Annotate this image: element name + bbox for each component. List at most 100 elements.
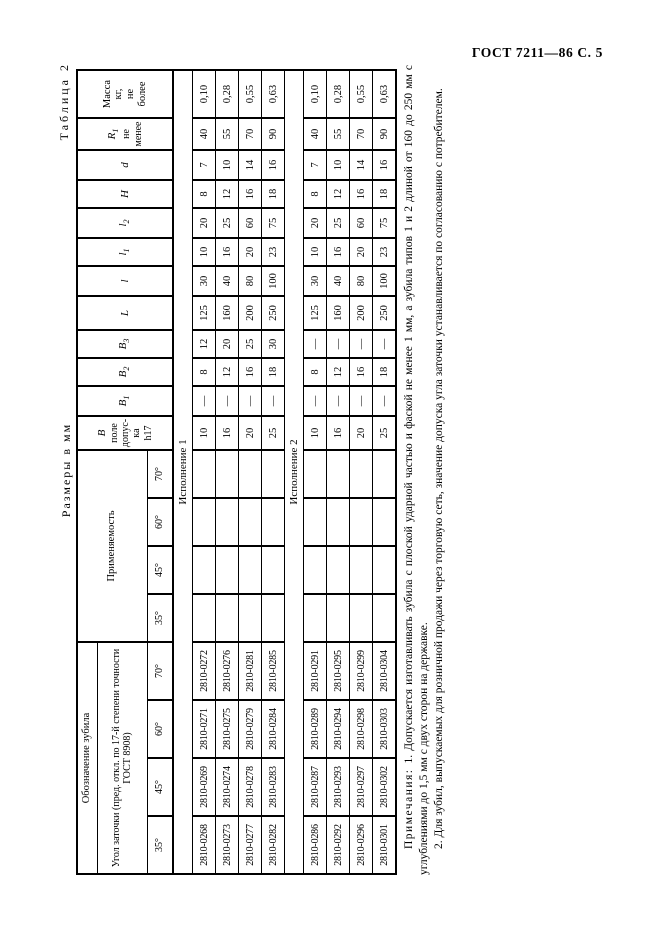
- table-row: 2810-0268 2810-0269 2810-0271 2810-0272 10—8…: [192, 70, 216, 874]
- designation-cell: 2810-0283: [261, 758, 285, 816]
- value-cell: 8: [303, 180, 327, 208]
- units-label: Размеры в мм: [59, 422, 73, 518]
- section-title: Исполнение 1: [173, 70, 193, 874]
- value-cell: 0,63: [372, 70, 396, 118]
- applicability-cell: [303, 546, 327, 594]
- applicability-angle-60: 60°: [147, 498, 173, 546]
- value-cell: 75: [261, 208, 285, 238]
- value-cell: 200: [349, 296, 373, 330]
- designation-cell: 2810-0295: [326, 642, 350, 700]
- applicability-cell: [215, 594, 239, 642]
- table-row: 2810-0296 2810-0297 2810-0298 2810-0299 20—1…: [349, 70, 373, 874]
- section-title: Исполнение 2: [284, 70, 304, 874]
- table-number-label: Таблица 2: [57, 62, 71, 141]
- value-cell: —: [349, 386, 373, 416]
- applicability-cell: [372, 546, 396, 594]
- value-cell: 0,10: [192, 70, 216, 118]
- value-cell: 18: [261, 358, 285, 386]
- value-cell: 10: [303, 416, 327, 450]
- table-row: 2810-0277 2810-0278 2810-0279 2810-0281 20—1…: [238, 70, 262, 874]
- value-cell: 20: [192, 208, 216, 238]
- applicability-cell: [261, 546, 285, 594]
- applicability-cell: [261, 450, 285, 498]
- value-cell: 12: [215, 180, 239, 208]
- applicability-cell: [238, 498, 262, 546]
- table-labels: Размеры в мм Таблица 2: [55, 60, 76, 880]
- designation-cell: 2810-0297: [349, 758, 373, 816]
- table-row: 2810-0286 2810-0287 2810-0289 2810-0291 10—8…: [303, 70, 327, 874]
- value-cell: —: [238, 386, 262, 416]
- value-cell: 0,55: [238, 70, 262, 118]
- value-cell: 20: [349, 238, 373, 266]
- value-cell: 160: [326, 296, 350, 330]
- value-cell: 18: [372, 180, 396, 208]
- value-cell: 200: [238, 296, 262, 330]
- value-cell: —: [372, 330, 396, 358]
- value-cell: —: [192, 386, 216, 416]
- table-row: 2810-0301 2810-0302 2810-0303 2810-0304 25—1…: [372, 70, 396, 874]
- value-cell: 0,28: [326, 70, 350, 118]
- value-cell: 12: [215, 358, 239, 386]
- col-mass: Масса кг, не более: [77, 70, 173, 118]
- designation-cell: 2810-0275: [215, 700, 239, 758]
- designation-angle-45: 45°: [147, 758, 173, 816]
- applicability-cell: [326, 546, 350, 594]
- value-cell: 30: [303, 266, 327, 296]
- value-cell: 90: [372, 118, 396, 150]
- value-cell: 0,10: [303, 70, 327, 118]
- value-cell: 18: [372, 358, 396, 386]
- designation-cell: 2810-0286: [303, 816, 327, 874]
- col-l: l: [77, 266, 173, 296]
- value-cell: 20: [238, 238, 262, 266]
- designation-cell: 2810-0296: [349, 816, 373, 874]
- col-l1: l1: [77, 238, 173, 266]
- col-L: L: [77, 296, 173, 330]
- value-cell: —: [303, 330, 327, 358]
- note-paragraph-2: 2. Для зубил, выпускаемых для розничной …: [432, 65, 447, 875]
- applicability-cell: [303, 450, 327, 498]
- applicability-cell: [261, 594, 285, 642]
- applicability-cell: [372, 450, 396, 498]
- value-cell: 100: [372, 266, 396, 296]
- col-b2: B2: [77, 358, 173, 386]
- designation-cell: 2810-0273: [215, 816, 239, 874]
- applicability-cell: [349, 498, 373, 546]
- value-cell: 70: [349, 118, 373, 150]
- col-group-designation: Обозначение зубила: [77, 642, 97, 874]
- table-body: Исполнение 1 2810-0268 2810-0269 2810-0271 2…: [173, 70, 396, 874]
- value-cell: 20: [303, 208, 327, 238]
- value-cell: 7: [303, 150, 327, 180]
- value-cell: 40: [303, 118, 327, 150]
- applicability-cell: [326, 594, 350, 642]
- designation-angle-60: 60°: [147, 700, 173, 758]
- value-cell: 14: [238, 150, 262, 180]
- notes: Примечания:1. Допускается изготавливать …: [402, 65, 448, 875]
- col-d: d: [77, 150, 173, 180]
- note-paragraph-1: Примечания:1. Допускается изготавливать …: [402, 65, 432, 875]
- value-cell: —: [326, 386, 350, 416]
- value-cell: —: [215, 386, 239, 416]
- designation-cell: 2810-0272: [192, 642, 216, 700]
- value-cell: 60: [238, 208, 262, 238]
- designation-angle-35: 35°: [147, 816, 173, 874]
- applicability-cell: [215, 546, 239, 594]
- value-cell: 0,63: [261, 70, 285, 118]
- value-cell: 90: [261, 118, 285, 150]
- value-cell: 7: [192, 150, 216, 180]
- value-cell: 10: [303, 238, 327, 266]
- value-cell: 8: [303, 358, 327, 386]
- table-row: 2810-0273 2810-0274 2810-0275 2810-0276 16—1…: [215, 70, 239, 874]
- designation-cell: 2810-0276: [215, 642, 239, 700]
- value-cell: 25: [261, 416, 285, 450]
- value-cell: 16: [349, 180, 373, 208]
- table-row: 2810-0292 2810-0293 2810-0294 2810-0295 16—1…: [326, 70, 350, 874]
- value-cell: 25: [238, 330, 262, 358]
- value-cell: —: [326, 330, 350, 358]
- designation-cell: 2810-0299: [349, 642, 373, 700]
- value-cell: 8: [192, 180, 216, 208]
- col-group-applicability: Применяемость: [77, 450, 147, 642]
- designation-cell: 2810-0268: [192, 816, 216, 874]
- value-cell: 80: [349, 266, 373, 296]
- value-cell: 250: [372, 296, 396, 330]
